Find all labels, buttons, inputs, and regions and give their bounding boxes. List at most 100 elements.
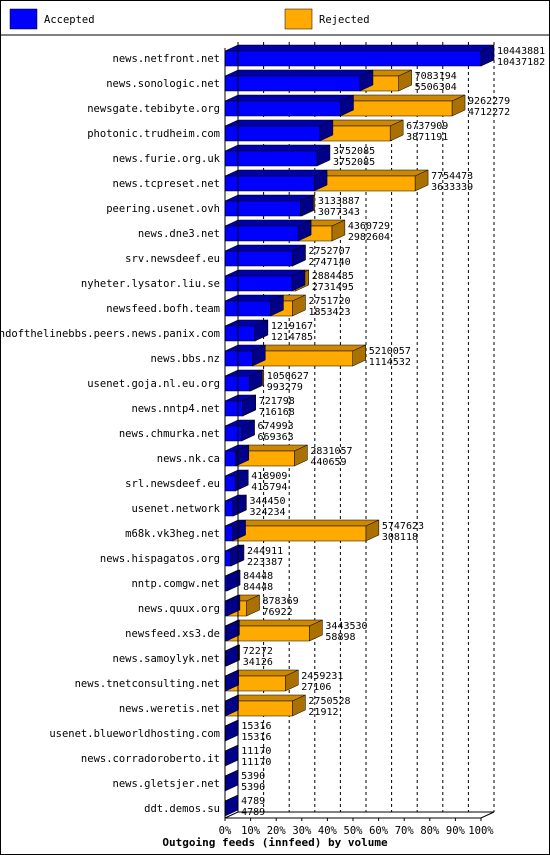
category-label: news.chmurka.net — [119, 428, 220, 440]
data-label-total: 674993 — [258, 421, 294, 432]
tick-label: 90% — [446, 825, 466, 837]
bar-accepted-top — [224, 244, 306, 252]
bar-accepted-front — [224, 475, 236, 492]
bar-accepted-front — [224, 50, 482, 67]
data-label-accepted: 21912 — [308, 707, 338, 718]
bar-accepted — [224, 269, 306, 292]
data-label-accepted: 415794 — [251, 482, 287, 493]
bar-accepted-front — [224, 325, 256, 342]
tick-label: 70% — [395, 825, 415, 837]
category-label: news.nk.ca — [157, 453, 220, 465]
data-label-accepted: 1114532 — [369, 357, 411, 368]
bar-accepted-top — [224, 94, 354, 102]
bar-accepted — [224, 319, 269, 342]
bar-accepted — [224, 294, 284, 317]
bar-accepted — [224, 769, 239, 792]
category-label: news.furie.org.uk — [113, 153, 221, 165]
tick-label: 20% — [267, 825, 287, 837]
data-label-total: 84448 — [243, 571, 273, 582]
category-label: usenet.goja.nl.eu.org — [87, 378, 220, 390]
data-label-total: 344450 — [249, 496, 285, 507]
data-label-accepted: 223387 — [247, 557, 283, 568]
data-label-total: 72272 — [243, 646, 273, 657]
bar-accepted — [224, 494, 247, 517]
data-label-total: 2751720 — [308, 296, 350, 307]
x-axis: 0% 10% 20% 30% 40% 50% 60% 70% 80% 90% 100% — [219, 42, 495, 837]
data-label-total: 9262279 — [468, 96, 510, 107]
data-label-total: 5390 — [241, 771, 265, 782]
bar-rejected — [319, 119, 404, 142]
data-label-total: 2752707 — [308, 246, 350, 257]
tick-label: 0% — [219, 825, 232, 837]
bar-accepted-front — [224, 250, 293, 267]
category-label: nntp.comgw.net — [131, 578, 220, 590]
category-label: news.tnetconsulting.net — [75, 678, 220, 690]
data-label-total: 4360729 — [348, 221, 390, 232]
category-label: news.hispagatos.org — [100, 553, 220, 565]
data-label-total: 2750528 — [308, 696, 350, 707]
tick-label: 30% — [292, 825, 312, 837]
data-label-accepted: 669363 — [258, 432, 294, 443]
data-label-accepted: 4712272 — [468, 107, 510, 118]
data-label-accepted: 3633339 — [431, 182, 473, 193]
category-label: news.gletsjer.net — [113, 778, 220, 790]
bar-accepted — [224, 519, 246, 542]
floor-plane — [224, 811, 495, 819]
legend-accepted-label: Accepted — [44, 14, 95, 26]
tick-label: 50% — [344, 825, 364, 837]
data-label-accepted: 58898 — [325, 632, 355, 643]
legend-rejected-swatch — [284, 8, 313, 30]
legend-accepted-swatch — [9, 8, 38, 30]
category-label: news.dne3.net — [138, 228, 220, 240]
bar-rejected-front — [232, 525, 367, 542]
data-label-total: 7754473 — [431, 171, 473, 182]
bar-accepted — [224, 169, 328, 192]
bar-rejected-top — [313, 169, 429, 177]
data-label-accepted: 76922 — [263, 607, 293, 618]
category-label: news.nntp4.net — [131, 403, 220, 415]
category-label: srv.newsdeef.eu — [125, 253, 220, 265]
bar-accepted-top — [224, 69, 374, 77]
category-label: srl.newsdeef.eu — [125, 478, 220, 490]
data-label-total: 3752085 — [333, 146, 375, 157]
data-label-accepted: 440659 — [310, 457, 346, 468]
bar-accepted-front — [224, 125, 321, 142]
data-label-total: 3443530 — [325, 621, 367, 632]
legend-rejected-label: Rejected — [319, 14, 370, 26]
bar-accepted — [224, 194, 314, 217]
bar-rejected — [235, 444, 308, 467]
data-label-accepted: 34126 — [243, 657, 273, 668]
category-label: m68k.vk3heg.net — [125, 528, 220, 540]
bar-accepted — [224, 544, 244, 567]
bar-accepted — [224, 619, 240, 642]
data-label-total: 878369 — [263, 596, 299, 607]
bar-accepted — [224, 569, 241, 592]
bar-rejected — [313, 169, 429, 192]
data-label-total: 2884485 — [312, 271, 354, 282]
bar-rejected — [225, 669, 299, 692]
data-label-accepted: 2747140 — [308, 257, 350, 268]
bar-rejected-top — [252, 344, 366, 352]
tick-label: 60% — [369, 825, 389, 837]
bar-accepted — [224, 744, 239, 767]
data-label-total: 2459231 — [301, 671, 343, 682]
data-label-total: 11170 — [241, 746, 271, 757]
bar-rejected-top — [226, 619, 323, 627]
data-label-total: 721798 — [259, 396, 295, 407]
x-axis-title: Outgoing feeds (innfeed) by volume — [162, 836, 388, 849]
bar-rejected-top — [232, 519, 379, 527]
data-label-total: 5210057 — [369, 346, 411, 357]
bar-accepted — [224, 369, 263, 392]
bar-accepted-front — [224, 75, 361, 92]
legend: Accepted Rejected — [9, 8, 370, 30]
data-label-total: 1219167 — [271, 321, 313, 332]
bar-accepted — [224, 119, 334, 142]
category-label: news.corradoroberto.it — [81, 753, 220, 765]
tick-label: 40% — [318, 825, 338, 837]
bar-accepted — [224, 344, 266, 367]
data-label-total: 1050627 — [267, 371, 309, 382]
data-label-accepted: 3077343 — [318, 207, 360, 218]
tick-label: 10% — [241, 825, 261, 837]
